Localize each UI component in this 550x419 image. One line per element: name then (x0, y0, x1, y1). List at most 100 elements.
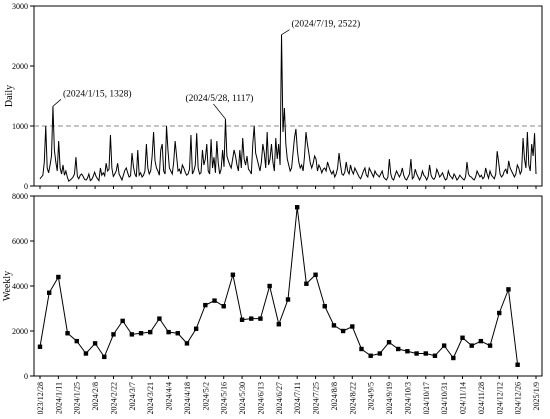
weekly-data-point (102, 354, 107, 360)
weekly-data-point (487, 343, 493, 348)
x-tick-label: 2024/6/27 (275, 382, 284, 414)
weekly-data-point (276, 322, 282, 327)
weekly-data-point (294, 205, 300, 210)
x-tick-label: 2024/2/8 (91, 382, 100, 410)
daily-plot-frame (33, 5, 543, 187)
weekly-data-point (157, 316, 162, 321)
weekly-data-point (414, 351, 419, 356)
weekly-markers (37, 205, 520, 367)
weekly-y-tick-label: 4000 (12, 282, 28, 291)
annotation-leader (281, 29, 290, 35)
weekly-data-point (331, 323, 337, 328)
weekly-data-point (478, 338, 484, 344)
weekly-data-point (203, 302, 208, 308)
weekly-data-point (65, 331, 70, 336)
weekly-data-point (285, 297, 291, 302)
weekly-data-point (377, 351, 383, 356)
weekly-data-point (460, 335, 465, 340)
weekly-data-point (359, 346, 364, 352)
x-tick-label: 2024/8/8 (330, 382, 339, 410)
x-tick-label: 2024/12/12 (495, 382, 504, 414)
weekly-data-point (175, 331, 180, 336)
weekly-data-point (56, 274, 61, 280)
weekly-data-point (166, 329, 171, 335)
weekly-data-point (148, 329, 153, 335)
x-tick-label: 2024/6/13 (256, 382, 265, 414)
weekly-data-point (138, 331, 144, 336)
x-tick-label: 2024/8/22 (348, 382, 357, 414)
weekly-data-point (515, 362, 520, 367)
weekly-y-ticks: 0 2000 4000 6000 8000 (12, 192, 34, 381)
weekly-data-point (506, 287, 511, 292)
x-tick-label: 2024/10/17 (422, 382, 431, 414)
weekly-data-point (193, 326, 199, 331)
x-tick-label: 2024/5/16 (220, 382, 229, 414)
weekly-data-point (340, 328, 346, 334)
weekly-data-point (230, 272, 236, 277)
x-tick-label: 2024/7/25 (312, 382, 321, 414)
x-tick-label: 2025/1/9 (532, 382, 541, 410)
weekly-data-point (184, 341, 190, 346)
weekly-data-point (239, 317, 245, 322)
x-tick-label: 2024/9/19 (385, 382, 394, 414)
annotation-leader (52, 99, 62, 107)
weekly-y-axis-label: Weekly (2, 271, 13, 301)
daily-y-tick-label: 3000 (12, 2, 28, 11)
x-tick-label: 2024/2/22 (109, 382, 118, 414)
daily-y-tick-label: 1000 (12, 122, 28, 131)
weekly-data-point (46, 290, 52, 295)
weekly-data-point (350, 324, 355, 329)
weekly-data-point (322, 304, 327, 309)
x-tick-label: 2024/12/26 (514, 382, 523, 414)
weekly-panel: Weekly 0 2000 4000 6000 8000 (2, 192, 543, 381)
annotation-label: (2024/1/15, 1328) (63, 88, 132, 99)
weekly-data-point (386, 340, 392, 345)
weekly-data-point (313, 272, 318, 277)
weekly-plot-frame (33, 195, 543, 377)
weekly-data-point (212, 298, 217, 303)
weekly-y-tick-label: 8000 (12, 192, 28, 201)
weekly-data-point (83, 351, 89, 356)
x-tick-label: 2024/1/25 (73, 382, 82, 414)
weekly-data-point (120, 318, 125, 324)
weekly-data-point (92, 341, 98, 346)
x-tick-label: 2024/4/4 (165, 382, 174, 410)
daily-y-ticks: 0 1000 2000 3000 (12, 2, 34, 191)
daily-y-tick-label: 2000 (12, 62, 28, 71)
annotation-label: (2024/7/19, 2522) (292, 19, 361, 30)
weekly-data-point (451, 355, 456, 361)
annotation-leader (213, 103, 226, 120)
weekly-data-point (441, 343, 447, 348)
weekly-data-point (129, 332, 135, 337)
x-tick-label: 2024/11/14 (459, 382, 468, 414)
daily-annotations: (2024/1/15, 1328) (2024/5/28, 1117) (2024/… (52, 19, 361, 120)
weekly-data-point (304, 281, 309, 286)
x-tick-label: 2023/12/28 (36, 382, 45, 414)
weekly-data-point (258, 316, 263, 321)
x-tick-label: 2024/11/28 (477, 382, 486, 414)
x-tick-label: 2024/10/31 (440, 382, 449, 414)
weekly-data-point (396, 346, 401, 352)
x-tick-label: 2024/5/2 (201, 382, 210, 410)
annotation-label: (2024/5/28, 1117) (186, 93, 254, 104)
weekly-data-point (423, 351, 428, 356)
x-tick-label: 2024/7/11 (293, 382, 302, 414)
daily-series-line (39, 34, 537, 183)
weekly-data-point (111, 332, 116, 337)
weekly-data-point (37, 344, 43, 349)
weekly-y-tick-label: 6000 (12, 237, 28, 246)
weekly-data-point (469, 343, 474, 348)
x-tick-label: 2024/1/11 (54, 382, 63, 414)
weekly-data-point (221, 304, 226, 309)
x-tick-label: 2024/5/30 (238, 382, 247, 414)
x-tick-label: 2024/9/5 (367, 382, 376, 410)
daily-y-axis-label: Daily (4, 85, 15, 107)
x-axis-ticks: 2023/12/28 2024/1/11 2024/1/25 2024/2/8 2024… (36, 186, 541, 418)
weekly-y-tick-label: 0 (24, 372, 28, 381)
x-tick-label: 2024/4/18 (183, 382, 192, 414)
weekly-data-point (432, 353, 438, 358)
weekly-series-line (39, 207, 519, 365)
